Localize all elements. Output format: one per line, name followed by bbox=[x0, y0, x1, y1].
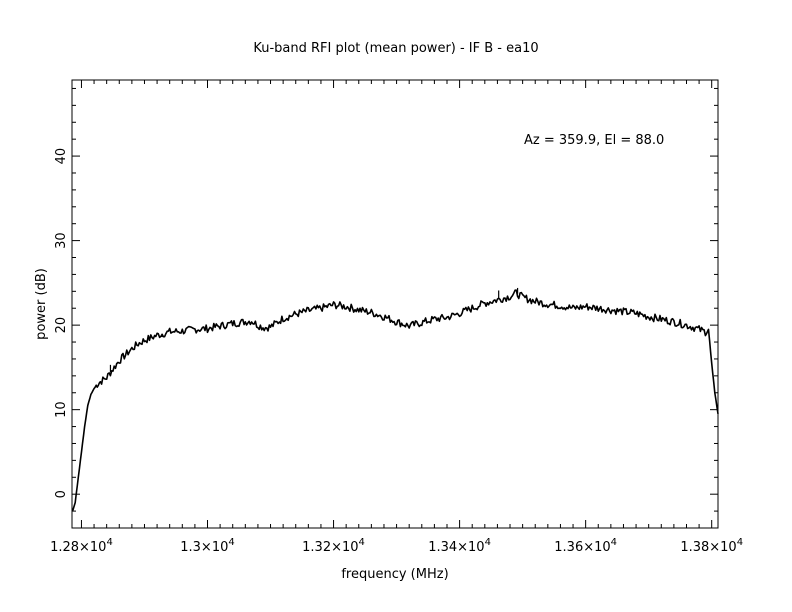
y-tick-label: 10 bbox=[54, 401, 69, 418]
axis-ticks bbox=[72, 80, 718, 529]
power-series-line bbox=[71, 289, 719, 512]
y-tick-label: 0 bbox=[54, 490, 69, 498]
x-tick-labels: 1.28×104 1.3×104 1.32×104 1.34×104 1.36×104 1… bbox=[50, 537, 743, 555]
y-tick-label: 20 bbox=[54, 317, 69, 334]
x-tick-label: 1.34×104 bbox=[428, 537, 491, 555]
y-tick-labels: 0 10 20 30 40 bbox=[54, 148, 69, 499]
az-el-annotation: Az = 359.9, El = 88.0 bbox=[524, 133, 664, 148]
rfi-spikes bbox=[109, 287, 519, 373]
y-axis-label: power (dB) bbox=[34, 268, 49, 340]
chart-title: Ku-band RFI plot (mean power) - IF B - e… bbox=[253, 41, 538, 56]
x-tick-label: 1.3×104 bbox=[180, 537, 234, 555]
x-tick-label: 1.38×104 bbox=[680, 537, 743, 555]
y-tick-label: 40 bbox=[54, 148, 69, 165]
x-tick-label: 1.32×104 bbox=[302, 537, 365, 555]
x-tick-label: 1.28×104 bbox=[50, 537, 113, 555]
y-tick-label: 30 bbox=[54, 232, 69, 249]
plot-frame bbox=[71, 79, 719, 529]
x-axis-label: frequency (MHz) bbox=[341, 567, 448, 582]
x-tick-label: 1.36×104 bbox=[554, 537, 617, 555]
